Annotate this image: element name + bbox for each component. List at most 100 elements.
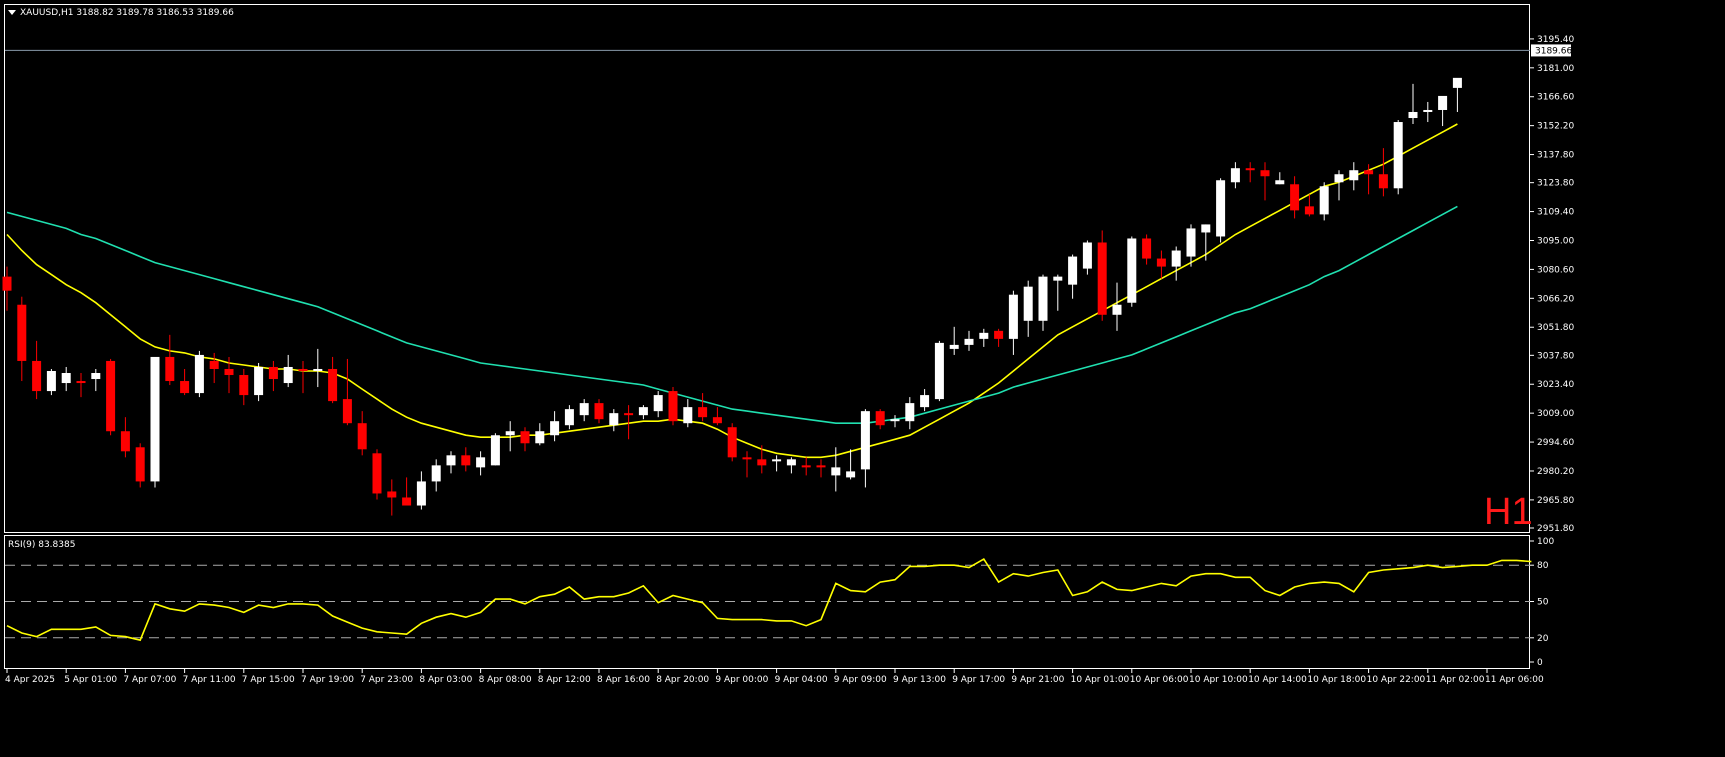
price-tick-label: 2994.60 <box>1537 438 1574 448</box>
candle-body <box>1230 168 1240 183</box>
candle-body <box>1023 286 1033 321</box>
candle-body <box>934 342 944 400</box>
candle <box>1452 77 1462 112</box>
candle-body <box>786 459 796 466</box>
price-tick-label: 3037.80 <box>1537 351 1574 361</box>
candle <box>91 368 101 392</box>
time-tick-label: 7 Apr 07:00 <box>123 675 176 685</box>
moving-average-line-2 <box>6 205 1458 425</box>
candle-body <box>328 368 338 402</box>
candle-body <box>905 403 915 422</box>
candle-body <box>653 395 663 412</box>
timeframe-label: H1 <box>1484 491 1533 533</box>
candle-body <box>1290 184 1300 211</box>
candle-body <box>1452 77 1462 88</box>
candle <box>920 389 930 412</box>
candle-body <box>1364 170 1374 175</box>
candle <box>1245 162 1255 183</box>
time-tick-label: 7 Apr 15:00 <box>242 675 295 685</box>
candle <box>1216 178 1226 243</box>
candle <box>357 411 367 456</box>
candle <box>120 417 130 458</box>
candle <box>431 459 441 492</box>
candle <box>786 457 796 474</box>
candle <box>905 397 915 430</box>
time-tick-label: 10 Apr 01:00 <box>1071 675 1130 685</box>
time-tick-label: 9 Apr 13:00 <box>893 675 946 685</box>
candle <box>1082 240 1092 275</box>
price-pane[interactable] <box>4 4 1530 533</box>
candle-body <box>372 453 382 494</box>
candle <box>1156 250 1166 279</box>
candle-body <box>1053 276 1063 281</box>
rsi-tick-label: 100 <box>1537 537 1554 547</box>
candle <box>1260 162 1270 201</box>
time-tick-label: 11 Apr 06:00 <box>1485 675 1544 685</box>
time-tick-label: 7 Apr 19:00 <box>301 675 354 685</box>
candle-body <box>165 356 175 382</box>
current-price-label: 3189.66 <box>1535 46 1572 56</box>
candle-body <box>1275 180 1285 185</box>
price-tick-label: 3051.80 <box>1537 323 1574 333</box>
time-tick-label: 9 Apr 00:00 <box>715 675 768 685</box>
candle-body <box>638 407 648 416</box>
candle <box>1171 246 1181 281</box>
candle-body <box>106 360 116 432</box>
candle-body <box>949 344 959 349</box>
candle <box>860 409 870 488</box>
candle-body <box>624 413 634 416</box>
candle-body <box>964 338 974 345</box>
time-tick-label: 10 Apr 22:00 <box>1367 675 1426 685</box>
candle-body <box>416 481 426 506</box>
candle-body <box>1438 95 1448 110</box>
candle-body <box>402 497 412 506</box>
candle-body <box>1334 174 1344 183</box>
candle <box>1304 194 1314 217</box>
candle <box>1068 254 1078 299</box>
current-price-tag <box>1531 44 1571 57</box>
price-tick-label: 3009.00 <box>1537 409 1574 419</box>
time-tick-label: 7 Apr 11:00 <box>183 675 236 685</box>
candle-body <box>1097 242 1107 315</box>
candle-body <box>609 413 619 426</box>
candle <box>1334 170 1344 201</box>
candle <box>61 366 71 392</box>
candle <box>2 266 12 311</box>
time-tick-label: 11 Apr 02:00 <box>1426 675 1485 685</box>
price-tick-label: 3137.80 <box>1537 151 1574 161</box>
candle-body <box>801 465 811 468</box>
candle-body <box>550 421 560 436</box>
candle <box>550 411 560 442</box>
candle <box>1201 224 1211 261</box>
candle <box>32 340 42 400</box>
candle-body <box>431 465 441 482</box>
rsi-tick-label: 80 <box>1537 561 1549 571</box>
time-tick-label: 10 Apr 14:00 <box>1248 675 1307 685</box>
candle <box>1393 120 1403 195</box>
time-tick-label: 8 Apr 08:00 <box>479 675 532 685</box>
symbol-header: XAUUSD,H1 3188.82 3189.78 3186.53 3189.6… <box>20 8 234 18</box>
candle <box>446 451 456 474</box>
candle <box>1378 148 1388 197</box>
candle-body <box>224 368 234 376</box>
time-tick-label: 8 Apr 03:00 <box>419 675 472 685</box>
price-tick-label: 3023.40 <box>1537 380 1574 390</box>
candle <box>949 326 959 355</box>
price-tick-label: 3181.00 <box>1537 64 1574 74</box>
candle <box>268 360 278 392</box>
chart-menu-triangle-icon[interactable] <box>8 10 16 15</box>
rsi-tick-label: 0 <box>1537 658 1543 668</box>
candle <box>535 423 545 446</box>
price-tick-label: 3152.20 <box>1537 122 1574 132</box>
candle <box>224 356 234 394</box>
candle-body <box>1171 250 1181 267</box>
time-tick-label: 10 Apr 06:00 <box>1130 675 1189 685</box>
candle-body <box>298 368 308 371</box>
candle-body <box>727 427 737 458</box>
candle-body <box>860 411 870 470</box>
candle-body <box>1068 256 1078 285</box>
candle-body <box>1349 170 1359 181</box>
price-tick-label: 2980.20 <box>1537 467 1574 477</box>
candle-body <box>816 465 826 468</box>
candle <box>1112 282 1122 331</box>
